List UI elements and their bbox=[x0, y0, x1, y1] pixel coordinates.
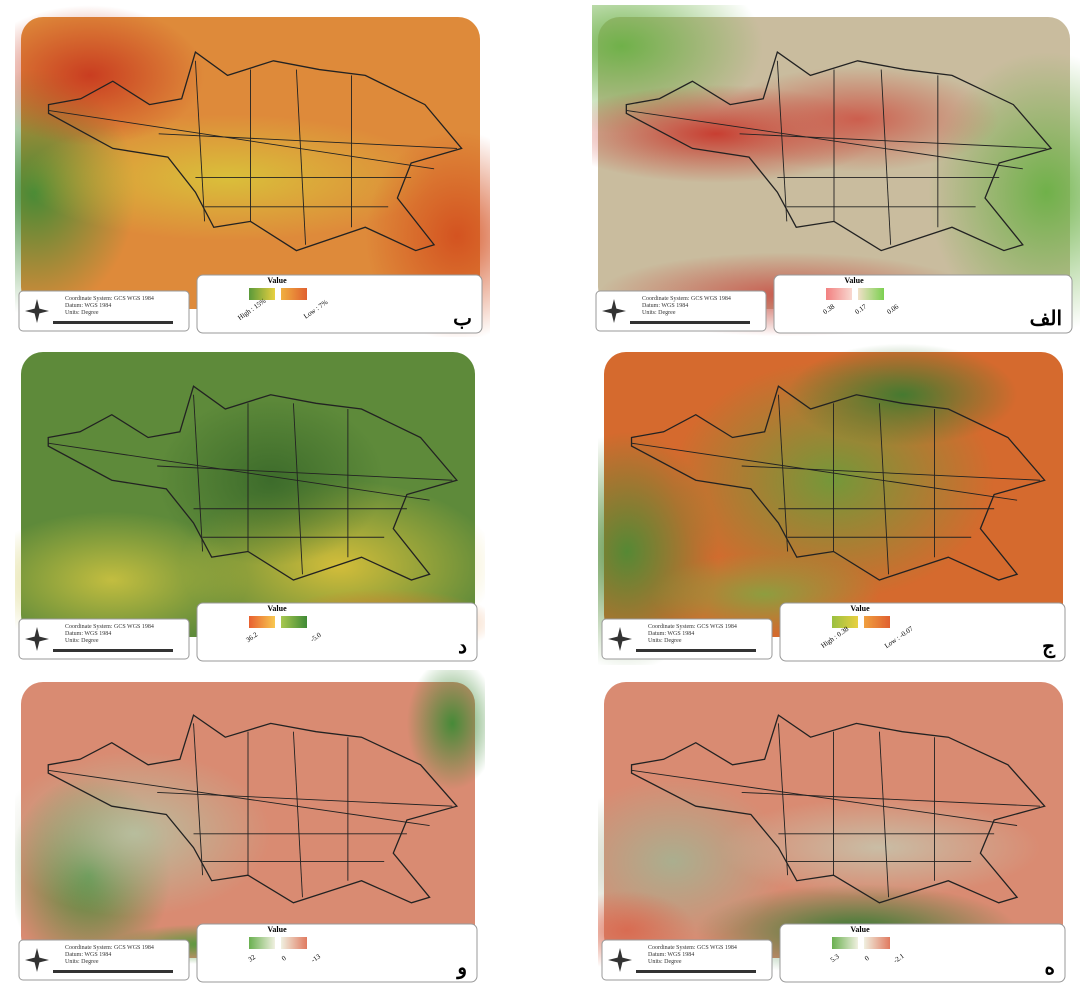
figure: Coordinate System: GCS WGS 1984Datum: WG… bbox=[0, 0, 1080, 986]
scale-bar bbox=[53, 649, 173, 652]
legend-swatch bbox=[249, 616, 275, 628]
map-info: Coordinate System: GCS WGS 1984 bbox=[65, 945, 154, 951]
legend-title: Value bbox=[850, 604, 870, 613]
map-info: Units: Degree bbox=[65, 959, 99, 965]
legend-swatch bbox=[826, 288, 852, 300]
panel-letter: ج bbox=[1042, 636, 1056, 659]
heat-zone bbox=[157, 395, 384, 566]
map-info: Datum: WGS 1984 bbox=[648, 952, 694, 958]
legend-box bbox=[197, 924, 477, 982]
scale-bar bbox=[636, 649, 756, 652]
map-info: Datum: WGS 1984 bbox=[642, 303, 688, 309]
legend-swatch bbox=[858, 288, 884, 300]
legend-box bbox=[197, 603, 477, 661]
panel-letter: و bbox=[455, 957, 467, 980]
map-info: Units: Degree bbox=[648, 959, 682, 965]
legend-swatch bbox=[281, 616, 307, 628]
legend-title: Value bbox=[267, 604, 287, 613]
map-info: Datum: WGS 1984 bbox=[648, 631, 694, 637]
legend-swatch bbox=[864, 937, 890, 949]
legend-box bbox=[780, 603, 1065, 661]
map-info: Datum: WGS 1984 bbox=[65, 631, 111, 637]
legend-title: Value bbox=[850, 925, 870, 934]
legend-swatch bbox=[832, 937, 858, 949]
legend-title: Value bbox=[267, 925, 287, 934]
heat-zone bbox=[788, 343, 1018, 446]
legend-swatch bbox=[864, 616, 890, 628]
heat-zone bbox=[716, 67, 999, 172]
map-info: Units: Degree bbox=[648, 638, 682, 644]
map-info: Coordinate System: GCS WGS 1984 bbox=[642, 296, 731, 302]
map-info: Datum: WGS 1984 bbox=[65, 952, 111, 958]
legend-swatch bbox=[281, 937, 307, 949]
legend-swatch bbox=[281, 288, 307, 300]
panel-letter: د bbox=[458, 636, 467, 658]
map-info: Units: Degree bbox=[642, 310, 676, 316]
legend-box bbox=[774, 275, 1072, 333]
map-info: Units: Degree bbox=[65, 310, 99, 316]
legend-title: Value bbox=[844, 276, 864, 285]
map-info: Units: Degree bbox=[65, 638, 99, 644]
legend-title: Value bbox=[267, 276, 287, 285]
panel-letter: ه bbox=[1045, 957, 1055, 979]
scale-bar bbox=[630, 321, 750, 324]
map-info: Coordinate System: GCS WGS 1984 bbox=[65, 296, 154, 302]
panel-letter: الف bbox=[1030, 308, 1062, 330]
scale-bar bbox=[53, 970, 173, 973]
legend-swatch bbox=[249, 937, 275, 949]
heat-zone bbox=[719, 798, 1040, 897]
map-info: Coordinate System: GCS WGS 1984 bbox=[648, 945, 737, 951]
scale-bar bbox=[636, 970, 756, 973]
legend-box bbox=[780, 924, 1065, 982]
scale-bar bbox=[53, 321, 173, 324]
panel-letter: ب bbox=[453, 308, 472, 330]
legend-box bbox=[197, 275, 482, 333]
map-info: Datum: WGS 1984 bbox=[65, 303, 111, 309]
map-info: Coordinate System: GCS WGS 1984 bbox=[65, 624, 154, 630]
map-info: Coordinate System: GCS WGS 1984 bbox=[648, 624, 737, 630]
